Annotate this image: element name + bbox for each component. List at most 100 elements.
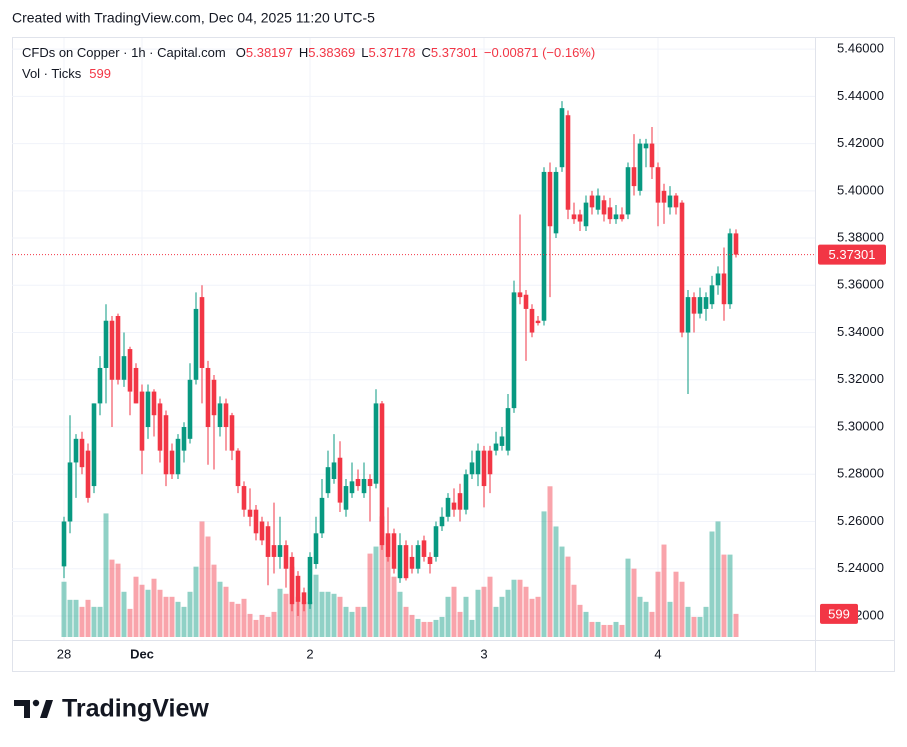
volume-bar	[727, 554, 733, 637]
y-tick-label: 5.28000	[837, 466, 884, 481]
last-price-badge	[818, 244, 886, 265]
volume-bar	[397, 591, 403, 637]
candle-body	[511, 292, 517, 409]
volume-bar	[541, 511, 547, 637]
candle-body	[361, 478, 367, 494]
brand-name: TradingView	[62, 695, 209, 723]
volume-bar	[523, 586, 529, 637]
volume-bar	[613, 621, 619, 637]
x-tick-label: 2	[306, 646, 313, 661]
candle-body	[259, 521, 265, 541]
volume-bar	[601, 624, 607, 637]
volume-bar	[109, 559, 115, 637]
last-volume-badge	[820, 603, 858, 624]
candle-body	[295, 575, 301, 602]
candle-body	[463, 474, 469, 510]
candle-body	[595, 195, 601, 210]
candle-body	[319, 497, 325, 534]
candle-body	[493, 443, 499, 451]
volume-bar	[637, 596, 643, 637]
volume-bar	[715, 521, 721, 637]
candle-body	[175, 438, 181, 475]
candle-body	[421, 540, 427, 557]
candle-body	[301, 592, 307, 605]
candle-body	[109, 320, 115, 380]
volume-bar	[607, 624, 613, 637]
candle-body	[349, 481, 355, 494]
candle-body	[343, 486, 349, 510]
ohlc-value: 5.38197	[246, 45, 293, 60]
candle-body	[655, 167, 661, 203]
candle-body	[313, 533, 319, 565]
candle-body	[571, 214, 577, 220]
candle-body	[217, 403, 223, 428]
ohlc-letter: L	[361, 45, 368, 60]
candle-body	[277, 545, 283, 557]
volume-bar	[115, 563, 121, 637]
volume-bar	[211, 564, 217, 637]
volume-bar	[229, 601, 235, 637]
candle-body	[583, 202, 589, 227]
volume-bar	[253, 619, 259, 637]
volume-bar	[139, 584, 145, 637]
candle-body	[703, 297, 709, 309]
volume-header: Vol · Ticks 599	[22, 66, 111, 81]
volume-bar	[709, 531, 715, 637]
volume-bar	[409, 614, 415, 637]
volume-bar	[313, 574, 319, 637]
candle-body	[685, 297, 691, 333]
candle-body	[229, 415, 235, 451]
volume-bar	[391, 576, 397, 637]
volume-bar	[721, 554, 727, 637]
candle-body	[205, 367, 211, 428]
candle-body	[523, 294, 529, 309]
candle-body	[121, 356, 127, 380]
volume-bar	[301, 601, 307, 637]
volume-value: 599	[89, 66, 111, 81]
candle-body	[127, 349, 133, 392]
candle-body	[643, 143, 649, 149]
candle-body	[289, 556, 295, 605]
candle-body	[715, 273, 721, 286]
volume-bar	[331, 593, 337, 637]
candle-body	[73, 438, 79, 463]
volume-bar	[445, 596, 451, 637]
candle-body	[235, 450, 241, 487]
volume-bar	[511, 579, 517, 637]
ohlc-value: 5.37178	[369, 45, 416, 60]
candle-body	[649, 143, 655, 168]
volume-bar	[199, 521, 205, 637]
volume-bar	[79, 606, 85, 637]
y-tick-label: 5.40000	[837, 182, 884, 197]
volume-bar	[373, 546, 379, 637]
volume-bar	[103, 513, 109, 637]
volume-bar	[661, 544, 667, 637]
candle-body	[103, 320, 109, 368]
volume-bar	[403, 606, 409, 637]
candle-body	[457, 493, 463, 510]
volume-bar	[625, 558, 631, 637]
volume-bar	[595, 621, 601, 637]
volume-bar	[91, 606, 97, 637]
volume-bar	[571, 584, 577, 637]
volume-bar	[205, 536, 211, 637]
candle-body	[535, 320, 541, 324]
candle-body	[331, 462, 337, 479]
volume-bar	[439, 616, 445, 637]
volume-bar	[61, 581, 67, 637]
candle-body	[439, 516, 445, 527]
volume-bar	[223, 586, 229, 637]
grid	[12, 38, 815, 640]
volume-bar	[157, 589, 163, 637]
ohlc-letter: C	[422, 45, 431, 60]
x-tick-label: 4	[654, 646, 661, 661]
candles	[61, 101, 739, 616]
ohlc-value: 5.38369	[308, 45, 355, 60]
candle-body	[271, 545, 277, 557]
volume-bar	[469, 619, 475, 637]
x-tick-label: 28	[57, 646, 71, 661]
candle-body	[451, 502, 457, 510]
candle-body	[85, 450, 91, 498]
candle-body	[709, 285, 715, 305]
